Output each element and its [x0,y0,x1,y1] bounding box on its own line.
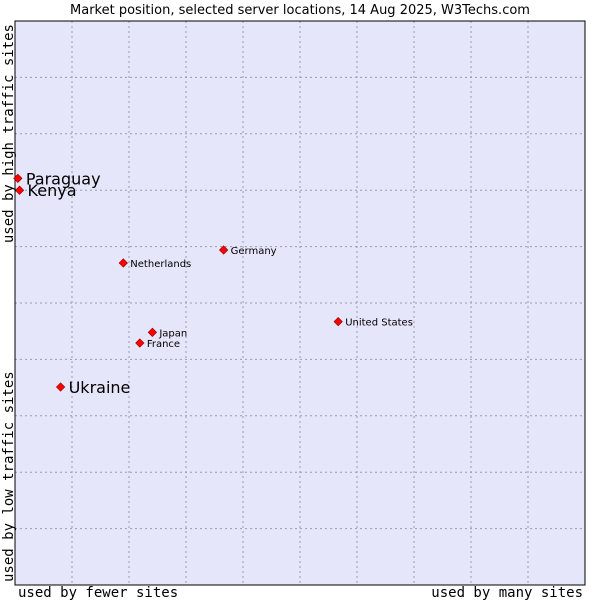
point-marker-netherlands [118,258,128,268]
point-marker-japan [147,327,157,337]
point-marker-germany [218,245,229,255]
point-marker-france [135,338,145,348]
point-label-united-states: United States [345,318,413,329]
point-label-japan: Japan [158,328,187,339]
x-axis-label-right: used by many sites [431,585,583,600]
point-label-paraguay: Paraguay [26,169,101,188]
y-axis-label-top: used by high traffic sites [1,24,17,243]
point-label-netherlands: Netherlands [130,259,191,270]
x-axis-label-left: used by fewer sites [18,585,178,600]
point-marker-paraguay [13,173,23,183]
point-label-kenya: Kenya [28,181,77,200]
point-label-germany: Germany [231,246,277,257]
point-marker-united-states [333,316,343,327]
point-label-ukraine: Ukraine [69,378,131,397]
point-marker-ukraine [55,382,66,392]
y-axis-label-bottom: used by low traffic sites [1,371,17,582]
point-marker-kenya [14,185,25,195]
point-label-france: France [147,339,180,350]
gridlines [15,21,585,585]
chart-title: Market position, selected server locatio… [70,3,530,18]
plot-border [14,20,586,586]
